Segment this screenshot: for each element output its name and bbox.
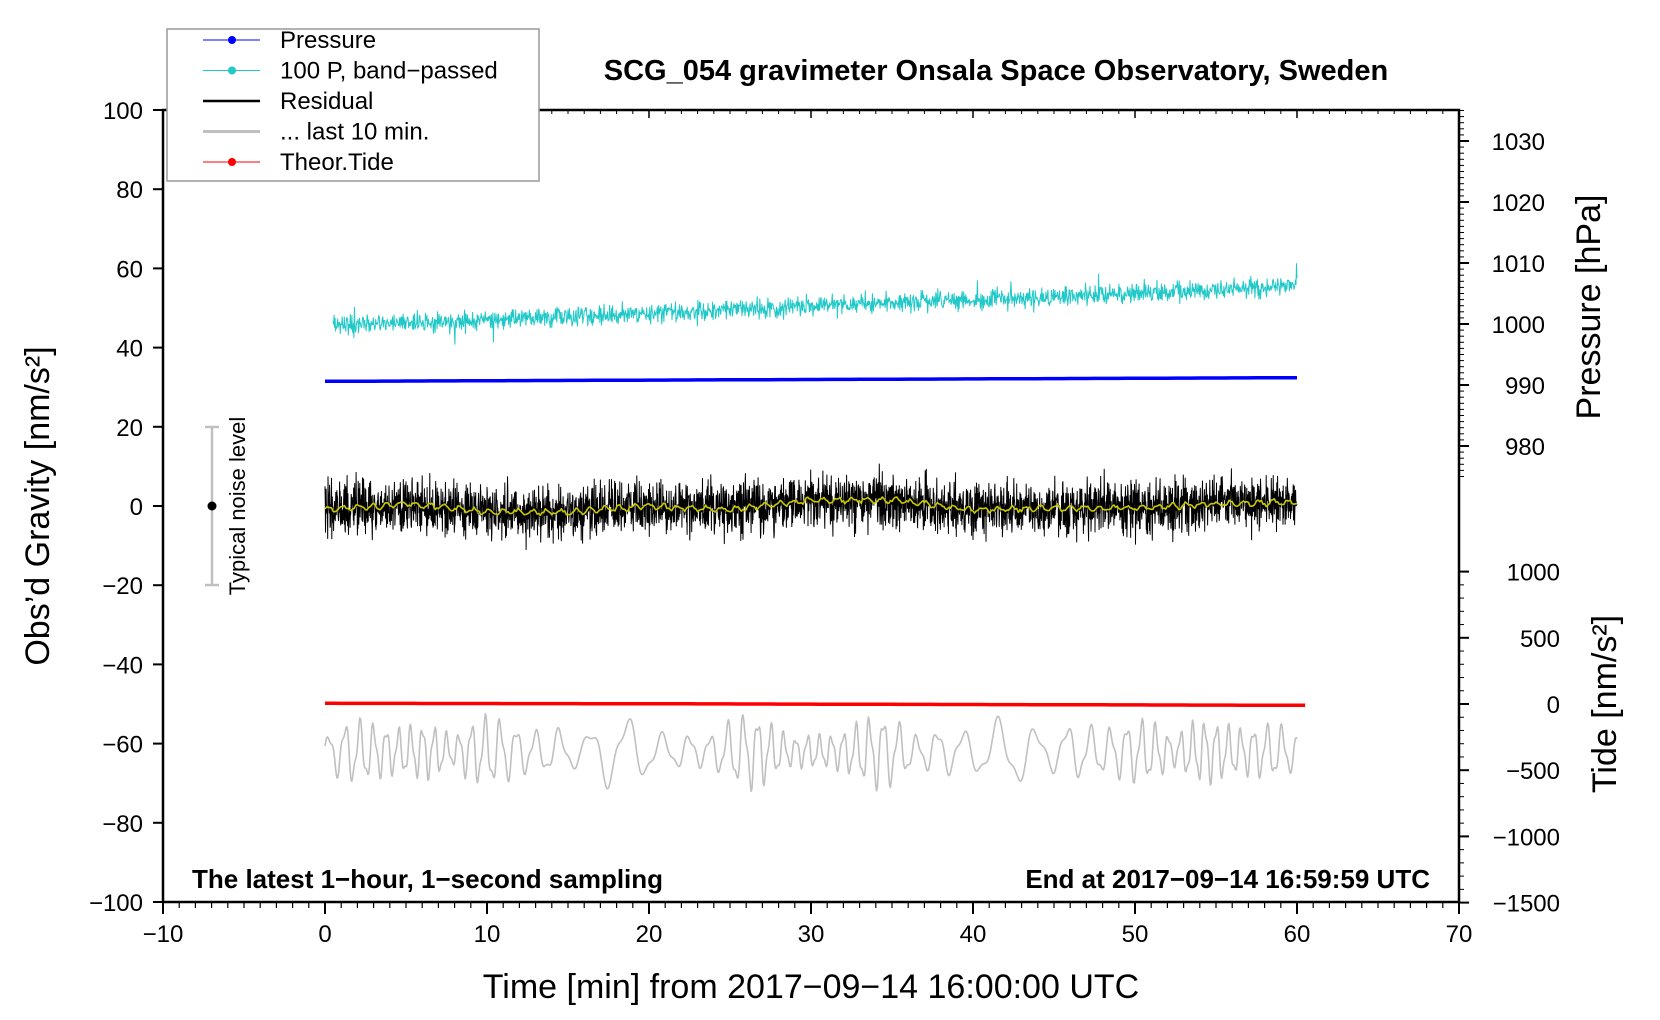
tide-tick-label: 1000 bbox=[1507, 560, 1560, 587]
residual-smoothed-line bbox=[324, 496, 1298, 516]
y-axis-title: Obs’d Gravity [nm/s²] bbox=[19, 346, 57, 665]
band-passed-pressure-line bbox=[332, 263, 1298, 345]
pressure-line bbox=[325, 375, 1297, 384]
legend-item: Theor.Tide bbox=[203, 149, 394, 176]
x-tick-label: −10 bbox=[143, 921, 184, 948]
y-tick-label: 100 bbox=[103, 98, 143, 125]
residual-line bbox=[324, 463, 1298, 550]
tide-tick-label: −1500 bbox=[1493, 891, 1560, 918]
last-10-min-line bbox=[324, 712, 1298, 793]
legend-item: Pressure bbox=[203, 27, 376, 54]
x-tick-label: 40 bbox=[960, 921, 987, 948]
pressure-tick-label: 990 bbox=[1505, 373, 1545, 400]
tide-axis-title: Tide [nm/s²] bbox=[1586, 615, 1624, 793]
pressure-tick-label: 980 bbox=[1505, 434, 1545, 461]
y-tick-label: 80 bbox=[116, 177, 143, 204]
x-tick-label: 0 bbox=[318, 921, 331, 948]
legend-item: 100 P, band−passed bbox=[203, 58, 498, 85]
legend-label: Residual bbox=[280, 88, 373, 115]
y-tick-label: −100 bbox=[89, 890, 143, 917]
legend-label: Theor.Tide bbox=[280, 149, 394, 176]
legend-label: Pressure bbox=[280, 27, 376, 54]
tide-tick-label: −500 bbox=[1506, 758, 1560, 785]
y-tick-label: −60 bbox=[102, 732, 143, 759]
pressure-tick-label: 1030 bbox=[1492, 129, 1545, 156]
y-tick-label: −40 bbox=[102, 652, 143, 679]
chart-title: SCG_054 gravimeter Onsala Space Observat… bbox=[604, 55, 1388, 87]
pressure-tick-label: 1000 bbox=[1492, 312, 1545, 339]
x-tick-label: 10 bbox=[474, 921, 501, 948]
x-axis-title: Time [min] from 2017−09−14 16:00:00 UTC bbox=[483, 968, 1139, 1006]
tide-tick-label: 0 bbox=[1547, 692, 1560, 719]
pressure-axis-title: Pressure [hPa] bbox=[1570, 195, 1608, 420]
legend-label: 100 P, band−passed bbox=[280, 58, 498, 85]
y-tick-label: 0 bbox=[130, 494, 143, 521]
pressure-tick-label: 1010 bbox=[1492, 251, 1545, 278]
legend: Pressure 100 P, band−passed Residual ... la… bbox=[166, 27, 540, 182]
noise-level-indicator: Typical noise level bbox=[205, 417, 250, 596]
annotation-latest-hour: The latest 1−hour, 1−second sampling bbox=[192, 864, 663, 894]
axes: −10 0 10 20 30 40 50 60 70−100−80−60−40−20020406… bbox=[89, 98, 1560, 948]
x-tick-label: 20 bbox=[636, 921, 663, 948]
legend-label: ... last 10 min. bbox=[280, 119, 429, 146]
pressure-tick-label: 1020 bbox=[1492, 190, 1545, 217]
y-tick-label: 20 bbox=[116, 415, 143, 442]
x-tick-label: 60 bbox=[1284, 921, 1311, 948]
legend-item: Residual bbox=[203, 88, 373, 115]
tide-line bbox=[325, 701, 1306, 708]
noise-level-label: Typical noise level bbox=[225, 417, 250, 596]
y-tick-label: −80 bbox=[102, 811, 143, 838]
plot-series bbox=[324, 263, 1306, 793]
x-tick-label: 50 bbox=[1122, 921, 1149, 948]
y-tick-label: 60 bbox=[116, 256, 143, 283]
legend-marker bbox=[228, 158, 236, 166]
y-tick-label: 40 bbox=[116, 336, 143, 363]
annotation-end-time: End at 2017−09−14 16:59:59 UTC bbox=[1025, 864, 1430, 894]
legend-item: ... last 10 min. bbox=[203, 119, 429, 146]
legend-marker bbox=[228, 66, 236, 75]
legend-marker bbox=[228, 36, 236, 44]
tide-tick-label: 500 bbox=[1520, 626, 1560, 653]
y-tick-label: −20 bbox=[102, 573, 143, 600]
tide-tick-label: −1000 bbox=[1493, 824, 1560, 851]
x-tick-label: 30 bbox=[798, 921, 825, 948]
x-tick-label: 70 bbox=[1446, 921, 1473, 948]
